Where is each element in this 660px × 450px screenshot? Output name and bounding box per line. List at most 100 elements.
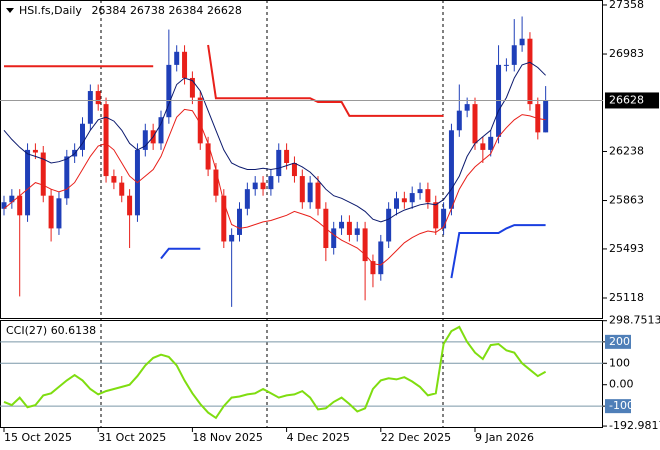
candle-body xyxy=(237,208,242,235)
cci-panel-frame xyxy=(0,320,603,428)
line-series xyxy=(160,247,201,260)
candle-body xyxy=(40,152,46,196)
candle-body xyxy=(25,149,31,216)
candle-body xyxy=(417,189,423,194)
candle-body xyxy=(456,110,462,131)
candle-body xyxy=(158,117,164,144)
candle-body xyxy=(229,234,235,242)
candle-body xyxy=(142,130,148,150)
candle-body xyxy=(386,208,392,242)
open-value: 26384 xyxy=(91,4,126,17)
candle-body xyxy=(9,195,15,203)
candle-body xyxy=(197,97,203,144)
candle-body xyxy=(291,162,297,177)
cci-header: CCI(27) 60.6138 xyxy=(6,324,96,337)
x-tick-label: 22 Dec 2025 xyxy=(381,431,451,444)
candle-body xyxy=(401,198,407,203)
candle-body xyxy=(299,176,305,203)
candle-body xyxy=(448,130,454,209)
candle-body xyxy=(119,182,125,196)
candle-body xyxy=(56,198,62,229)
header-marker xyxy=(6,8,14,13)
chart-header: HSI.fs,Daily 26384 26738 26384 26628 xyxy=(19,4,242,17)
candle-body xyxy=(127,195,133,216)
x-tick-label: 9 Jan 2026 xyxy=(475,431,534,444)
candle-body xyxy=(213,169,219,196)
candle-body xyxy=(166,64,172,118)
candle-body xyxy=(111,176,117,183)
candle-body xyxy=(80,123,85,150)
candle-body xyxy=(189,77,195,98)
candle-body xyxy=(221,195,227,242)
level-label-box xyxy=(605,334,631,349)
indicator-name: CCI(27) xyxy=(6,324,47,337)
candle-body xyxy=(32,149,38,153)
candle-body xyxy=(394,198,399,209)
line-series xyxy=(450,224,546,279)
candle-body xyxy=(519,38,525,46)
line-series xyxy=(3,108,546,266)
candle-body xyxy=(354,228,360,235)
line-series xyxy=(3,61,546,223)
high-value: 26738 xyxy=(130,4,165,17)
candle-body xyxy=(103,104,109,177)
candle-body xyxy=(409,193,415,203)
x-tick-label: 18 Nov 2025 xyxy=(192,431,262,444)
candle-body xyxy=(315,182,321,209)
low-value: 26384 xyxy=(168,4,203,17)
candle-body xyxy=(87,91,93,124)
y-tick-label: 25493 xyxy=(609,242,644,255)
candle-body xyxy=(480,143,486,150)
x-tick-label: 4 Dec 2025 xyxy=(287,431,350,444)
last-price-box xyxy=(605,92,659,109)
candle-body xyxy=(17,195,23,216)
last-price-label: 26628 xyxy=(609,93,644,106)
y-tick-label: 25863 xyxy=(609,194,644,207)
candle-body xyxy=(346,221,352,235)
candle-body xyxy=(48,195,54,229)
candle-body xyxy=(441,208,447,229)
line-series xyxy=(207,44,444,117)
candle-body xyxy=(95,91,101,105)
y-tick-label: 100 xyxy=(609,356,630,369)
candle-body xyxy=(252,182,258,190)
candle-body xyxy=(244,189,250,209)
candle-body xyxy=(543,100,549,133)
candle-body xyxy=(339,221,345,229)
candle-body xyxy=(472,104,478,144)
candle-body xyxy=(307,182,313,203)
y-tick-label: 26983 xyxy=(609,47,644,60)
main-panel-frame xyxy=(0,0,603,319)
candle-body xyxy=(527,38,533,105)
y-tick-label: 298.7513 xyxy=(609,314,660,327)
candle-body xyxy=(205,143,211,170)
marks xyxy=(0,16,603,420)
x-tick-label: 31 Oct 2025 xyxy=(98,431,166,444)
candle-body xyxy=(331,228,337,249)
candle-body xyxy=(425,189,431,203)
candle-body xyxy=(182,51,188,78)
candle-body xyxy=(378,241,384,275)
y-tick-label: 27358 xyxy=(609,0,644,11)
indicator-value: 60.6138 xyxy=(51,324,97,337)
y-tick-label: -192.9817 xyxy=(609,419,660,432)
candle-body xyxy=(260,182,266,190)
candle-body xyxy=(370,261,376,275)
level-label-box xyxy=(605,399,631,414)
candle-body xyxy=(276,149,282,177)
candle-body xyxy=(64,156,70,199)
candle-body xyxy=(503,64,509,66)
candle-body xyxy=(464,104,470,111)
close-value: 26628 xyxy=(207,4,242,17)
y-tick-label: 200 xyxy=(609,335,630,348)
candle-body xyxy=(488,136,494,150)
candle-body xyxy=(511,45,517,65)
candle-body xyxy=(174,51,180,65)
line-series xyxy=(3,325,547,420)
x-tick-label: 15 Oct 2025 xyxy=(4,431,72,444)
y-tick-label: -100 xyxy=(609,399,634,412)
y-tick-label: 26238 xyxy=(609,144,644,157)
candle-body xyxy=(284,149,290,163)
